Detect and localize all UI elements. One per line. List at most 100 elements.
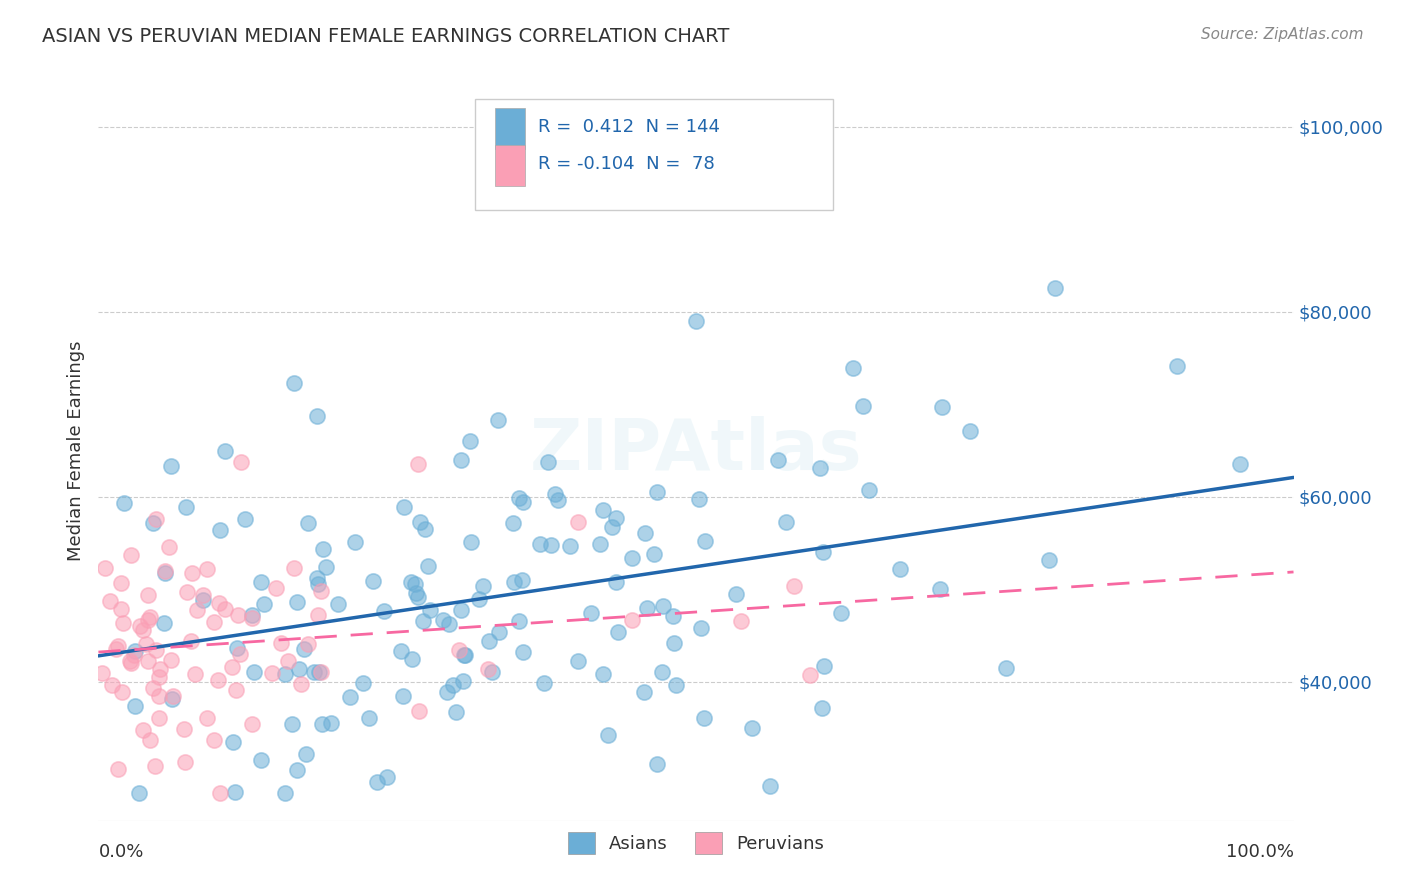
Point: [450, 453, 472, 467]
Point: [283, 376, 305, 391]
Point: [665, 678, 688, 692]
Point: [122, 648, 145, 663]
Point: [588, 537, 610, 551]
Point: [270, 635, 292, 649]
Point: [148, 670, 170, 684]
Point: [148, 689, 170, 703]
Point: [664, 636, 686, 650]
Point: [447, 643, 470, 657]
Point: [207, 673, 229, 687]
Point: [392, 690, 415, 704]
Point: [142, 681, 165, 695]
Point: [195, 562, 218, 576]
Point: [242, 665, 264, 679]
Point: [799, 668, 821, 682]
Point: [191, 593, 214, 607]
Point: [160, 653, 183, 667]
Point: [174, 500, 197, 514]
Point: [592, 503, 614, 517]
Point: [1229, 457, 1251, 471]
Point: [375, 770, 398, 784]
Point: [124, 644, 146, 658]
Point: [373, 604, 395, 618]
Point: [460, 434, 482, 448]
Point: [444, 705, 467, 719]
Point: [995, 661, 1018, 675]
Point: [782, 579, 804, 593]
Point: [309, 665, 332, 680]
Point: [662, 609, 685, 624]
Text: R = -0.104  N =  78: R = -0.104 N = 78: [538, 155, 716, 173]
Point: [1038, 553, 1060, 567]
Point: [503, 574, 526, 589]
Point: [481, 665, 503, 679]
Point: [621, 613, 644, 627]
Point: [160, 692, 183, 706]
Point: [852, 399, 875, 413]
Point: [174, 756, 197, 770]
Point: [315, 560, 337, 574]
Point: [153, 565, 176, 579]
Point: [361, 574, 384, 588]
Point: [688, 492, 710, 507]
Point: [105, 642, 128, 657]
Point: [94, 561, 117, 575]
Point: [560, 539, 582, 553]
Point: [292, 642, 315, 657]
Point: [208, 596, 231, 610]
Point: [157, 540, 180, 554]
Point: [858, 483, 880, 497]
Point: [339, 690, 361, 704]
Point: [450, 603, 472, 617]
Point: [181, 566, 204, 580]
Point: [110, 575, 132, 590]
Point: [311, 717, 333, 731]
Point: [101, 677, 124, 691]
Point: [695, 534, 717, 549]
Point: [128, 619, 150, 633]
Point: [191, 589, 214, 603]
Point: [605, 510, 627, 524]
Point: [240, 611, 263, 625]
Point: [579, 606, 602, 620]
Point: [221, 659, 243, 673]
Point: [240, 608, 263, 623]
Point: [307, 608, 329, 623]
Point: [605, 575, 627, 590]
Point: [143, 759, 166, 773]
Point: [830, 606, 852, 620]
Point: [432, 613, 454, 627]
Point: [136, 613, 159, 627]
Text: ZIPAtlas: ZIPAtlas: [530, 416, 862, 485]
Text: R =  0.412  N = 144: R = 0.412 N = 144: [538, 118, 720, 136]
Point: [202, 615, 225, 629]
Point: [366, 775, 388, 789]
Point: [222, 735, 245, 749]
Point: [142, 516, 165, 530]
FancyBboxPatch shape: [495, 108, 524, 149]
FancyBboxPatch shape: [495, 145, 524, 186]
Point: [132, 623, 155, 637]
Point: [529, 537, 551, 551]
Point: [1166, 359, 1188, 373]
Point: [173, 723, 195, 737]
Point: [478, 634, 501, 648]
Point: [321, 716, 343, 731]
Point: [544, 487, 567, 501]
Point: [775, 516, 797, 530]
Point: [302, 665, 325, 679]
Point: [685, 313, 707, 327]
Point: [297, 516, 319, 530]
Point: [512, 645, 534, 659]
Point: [406, 458, 429, 472]
Point: [253, 597, 276, 611]
Point: [149, 661, 172, 675]
Point: [290, 677, 312, 691]
Point: [600, 520, 623, 534]
Text: Source: ZipAtlas.com: Source: ZipAtlas.com: [1201, 27, 1364, 42]
Point: [413, 522, 436, 536]
Point: [250, 753, 273, 767]
Point: [295, 747, 318, 762]
Point: [274, 786, 297, 800]
Point: [110, 602, 132, 616]
